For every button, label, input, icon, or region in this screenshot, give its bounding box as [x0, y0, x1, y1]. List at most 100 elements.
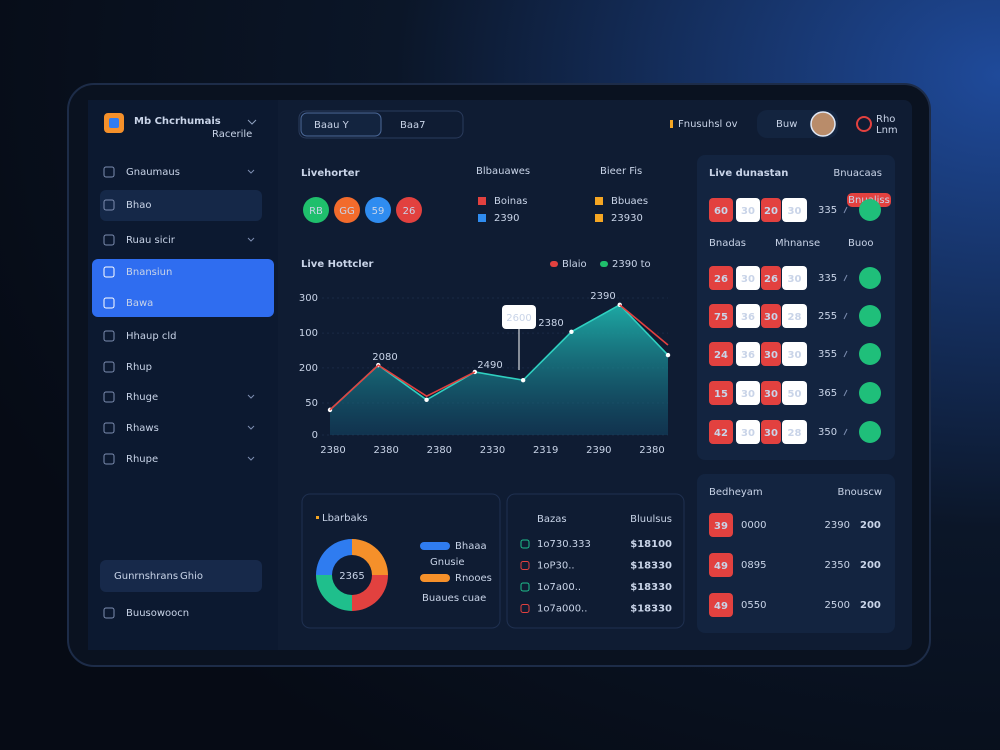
- donut-segment: [316, 539, 352, 575]
- nav-item[interactable]: Bnansiun: [126, 267, 172, 278]
- legend-label: Blaio: [562, 259, 587, 270]
- status-indicator: [859, 343, 881, 365]
- point: [520, 378, 526, 383]
- column-header: Bnadas: [709, 238, 746, 249]
- legend-swatch: [478, 197, 486, 205]
- score: 30: [764, 350, 778, 361]
- score: 60: [714, 206, 728, 217]
- annotation: 2490: [477, 360, 502, 371]
- score-cell: [736, 198, 760, 222]
- score-cell: [709, 342, 733, 366]
- row-amount: 200: [860, 600, 881, 611]
- table-amount: $18100: [630, 539, 672, 550]
- nav-item[interactable]: Bawa: [126, 298, 153, 309]
- nav-item[interactable]: Rhaws: [126, 423, 159, 434]
- legend-bar: [420, 574, 450, 582]
- row-value: 255: [818, 311, 837, 322]
- status-indicator: [859, 382, 881, 404]
- nav-icon: [103, 391, 115, 403]
- legend-note: Buaues cuae: [422, 593, 486, 604]
- brand-name: Mb Chcrhumais: [134, 116, 221, 127]
- point: [424, 397, 429, 403]
- donut-center: 2365: [339, 571, 364, 582]
- card-title: Bedheyam: [709, 487, 763, 498]
- nav-hover: [100, 190, 262, 221]
- y-tick-label: 0: [312, 430, 318, 441]
- table-amount: $18330: [630, 604, 672, 615]
- footer-button[interactable]: [100, 560, 262, 592]
- legend-label: 23930: [611, 213, 643, 224]
- donut-segment: [352, 539, 388, 575]
- legend-label: Rnooes: [455, 573, 492, 584]
- nav-item[interactable]: Hhaup cld: [126, 331, 176, 342]
- nav-icon: [103, 422, 115, 434]
- score: 30: [764, 312, 778, 323]
- annotation: 2600: [506, 313, 531, 324]
- status-indicator: [859, 421, 881, 443]
- row-icon: [520, 561, 530, 570]
- table-amount: $18330: [630, 582, 672, 593]
- nav-item[interactable]: Gnaumaus: [126, 167, 180, 178]
- row-icon: [520, 604, 530, 613]
- score: 30: [741, 274, 755, 285]
- legend-swatch: [595, 197, 603, 205]
- nav-item[interactable]: Rhup: [126, 362, 152, 373]
- score: 42: [714, 428, 728, 439]
- nav-icon: [103, 234, 115, 246]
- donut-segment: [316, 575, 352, 611]
- footer-button-hint: Ghio: [180, 571, 203, 582]
- row-slash: [843, 312, 848, 320]
- nav-item[interactable]: Bhao: [126, 200, 151, 211]
- legend-swatch: [550, 261, 558, 267]
- score-cell: [761, 381, 781, 405]
- row-value: 335: [818, 205, 837, 216]
- row-icon: [520, 539, 530, 549]
- score: 49: [714, 601, 728, 612]
- chart-title: Live Hottcler: [301, 259, 374, 270]
- row-value: 2500: [825, 600, 850, 611]
- row-value: 335: [818, 273, 837, 284]
- nav-icon: [103, 166, 115, 178]
- tab-active[interactable]: [300, 112, 382, 137]
- score-cell: [736, 342, 760, 366]
- footer-icon: [103, 607, 115, 619]
- chevron: [247, 119, 257, 125]
- status-dot: [670, 120, 673, 128]
- score: 28: [788, 312, 802, 323]
- legend-label: Gnusie: [430, 557, 465, 568]
- tab: Baa7: [400, 120, 425, 131]
- legend-bar: [420, 542, 450, 550]
- row-value: 0895: [741, 560, 766, 571]
- card-title: Live dunastan: [709, 168, 788, 179]
- score: 36: [741, 312, 755, 323]
- table-amount: $18330: [630, 561, 672, 572]
- x-tick-label: 2319: [533, 445, 558, 456]
- row-amount: 200: [860, 560, 881, 571]
- x-tick-label: 2380: [427, 445, 452, 456]
- nav-icon: [103, 199, 115, 211]
- row-slash: [843, 206, 848, 214]
- nav-item[interactable]: Rhuge: [126, 392, 158, 403]
- nav-chevron: [247, 169, 255, 174]
- row-value: 0000: [741, 520, 766, 531]
- avatar: [810, 111, 836, 137]
- annotation: 2390: [590, 291, 615, 302]
- y-tick-label: 50: [305, 398, 318, 409]
- score-cell: [782, 381, 807, 405]
- column-header: Mhnanse: [775, 238, 820, 249]
- y-tick-label: 300: [299, 293, 318, 304]
- chip-label: 26: [403, 206, 416, 217]
- x-tick-label: 2380: [320, 445, 345, 456]
- title-dot: [316, 516, 319, 519]
- row-value: 2390: [825, 520, 850, 531]
- card: [506, 493, 685, 629]
- nav-item[interactable]: Ruau sicir: [126, 235, 176, 246]
- user-name: Buw: [776, 119, 797, 130]
- row-icon: [520, 582, 530, 592]
- legend-note: Bieer Fis: [600, 166, 642, 177]
- x-tick-label: 2330: [480, 445, 505, 456]
- nav-item[interactable]: Rhupe: [126, 454, 158, 465]
- table-cell: 1o7a000..: [537, 604, 587, 615]
- score-cell: [761, 198, 781, 222]
